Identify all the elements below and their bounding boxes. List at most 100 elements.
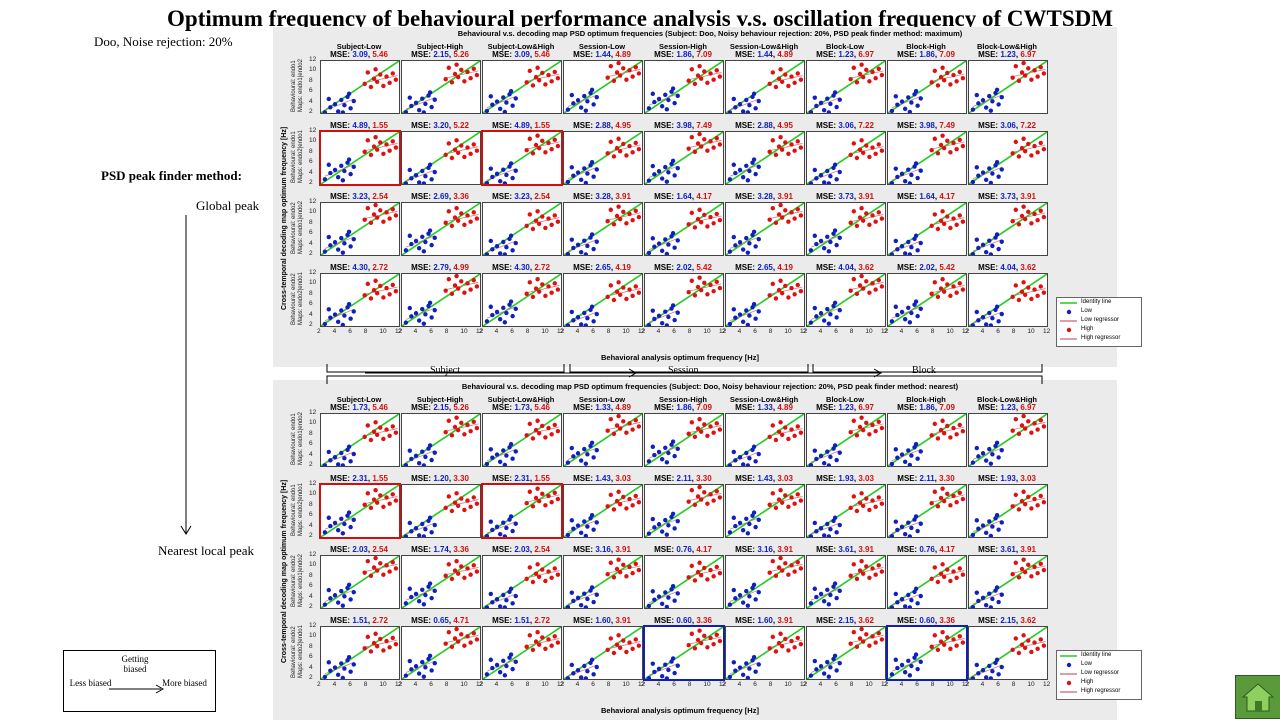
x-tick-label: 4	[818, 681, 823, 688]
high-point	[468, 151, 473, 157]
mse-label: MSE: 3.16, 3.91	[735, 545, 793, 554]
high-point	[462, 222, 467, 228]
high-point	[879, 501, 885, 506]
x-tick-label: 4	[494, 681, 499, 688]
high-regressor-line	[526, 285, 560, 294]
high-point	[954, 575, 959, 581]
row-ylabel-behavioural: Behavioural: endo1	[291, 131, 297, 183]
y-tick-label: 10	[309, 279, 317, 287]
high-point	[465, 213, 470, 218]
high-point	[540, 635, 545, 640]
y-tick-label: 12	[309, 127, 317, 134]
low-point	[351, 589, 356, 595]
low-point	[825, 96, 830, 101]
mse-low-value: 2.15	[1000, 616, 1016, 625]
low-point	[504, 525, 509, 531]
x-tick-label: 12	[638, 328, 646, 335]
low-point	[832, 515, 838, 520]
x-tick-label: 2	[317, 328, 321, 335]
high-point	[374, 644, 380, 649]
row-ylabel-behavioural: Behavioural: endo2	[291, 202, 297, 254]
low-point	[751, 582, 757, 588]
low-point	[737, 665, 743, 670]
y-tick-label: 6	[309, 300, 313, 308]
high-point	[617, 73, 623, 78]
x-tick-label: 8	[525, 328, 530, 335]
scatter-subplot	[563, 413, 643, 467]
high-regressor-line	[364, 143, 398, 152]
high-point	[455, 571, 461, 576]
high-point	[524, 148, 529, 153]
high-point	[705, 645, 710, 650]
x-tick-label: 6	[834, 328, 838, 335]
low-point	[484, 108, 490, 113]
high-point	[446, 494, 451, 499]
mse-low-value: 2.65	[757, 263, 773, 272]
mse-low-value: 3.98	[676, 121, 692, 130]
low-point	[650, 444, 655, 449]
high-point	[702, 490, 707, 495]
high-point	[533, 571, 539, 576]
high-regressor-line	[850, 567, 884, 576]
low-point	[351, 164, 356, 170]
low-point	[484, 534, 490, 537]
low-point	[915, 456, 920, 461]
x-tick-label: 2	[965, 681, 969, 688]
low-point	[832, 653, 838, 659]
low-point	[983, 177, 989, 183]
low-point	[814, 667, 819, 672]
high-point	[779, 79, 785, 84]
low-point	[403, 110, 409, 113]
high-point	[462, 154, 467, 160]
high-point	[783, 493, 788, 498]
mse-low-value: 2.65	[595, 263, 611, 272]
bottom-figure-ylabel: Cross-temporal decoding map optimum freq…	[281, 479, 288, 663]
low-point	[413, 664, 419, 669]
low-point	[578, 249, 584, 255]
high-regressor-line	[607, 212, 641, 221]
high-point	[630, 293, 635, 299]
low-point	[999, 447, 1004, 453]
high-point	[443, 152, 448, 158]
high-point	[365, 206, 370, 211]
x-tick-label: 4	[656, 328, 661, 335]
low-point	[837, 235, 842, 241]
high-point	[443, 77, 448, 82]
low-point	[895, 174, 900, 180]
low-point	[826, 249, 832, 254]
mse-label: MSE: 2.31, 1.55	[492, 474, 550, 483]
mse-high-value: 5.42	[939, 263, 955, 272]
high-point	[876, 631, 881, 636]
low-point	[569, 662, 574, 668]
high-point	[1035, 646, 1040, 652]
low-point	[502, 462, 508, 466]
high-point	[945, 423, 950, 429]
high-point	[611, 575, 617, 580]
high-point	[455, 286, 461, 291]
x-tick-label: 6	[753, 681, 757, 688]
low-point	[756, 517, 761, 523]
low-point	[427, 162, 433, 167]
low-point	[494, 309, 500, 315]
high-point	[621, 141, 626, 147]
low-point	[339, 163, 344, 168]
high-point	[935, 579, 941, 585]
scatter-subplot	[725, 484, 805, 538]
high-point	[711, 574, 716, 579]
low-point	[421, 534, 427, 537]
x-tick-label: 2	[398, 328, 402, 335]
low-point	[906, 448, 911, 453]
low-point	[348, 244, 353, 249]
high-point	[770, 559, 775, 564]
low-point	[409, 176, 414, 181]
home-button[interactable]	[1235, 675, 1280, 719]
low-point	[913, 88, 919, 94]
high-point	[533, 286, 539, 291]
mse-label: MSE: 1.86, 7.09	[654, 403, 712, 412]
scatter-svg	[969, 61, 1047, 113]
low-point	[510, 456, 515, 461]
high-point	[471, 563, 476, 568]
high-point	[636, 71, 642, 76]
low-point	[591, 246, 596, 252]
low-point	[328, 105, 333, 110]
